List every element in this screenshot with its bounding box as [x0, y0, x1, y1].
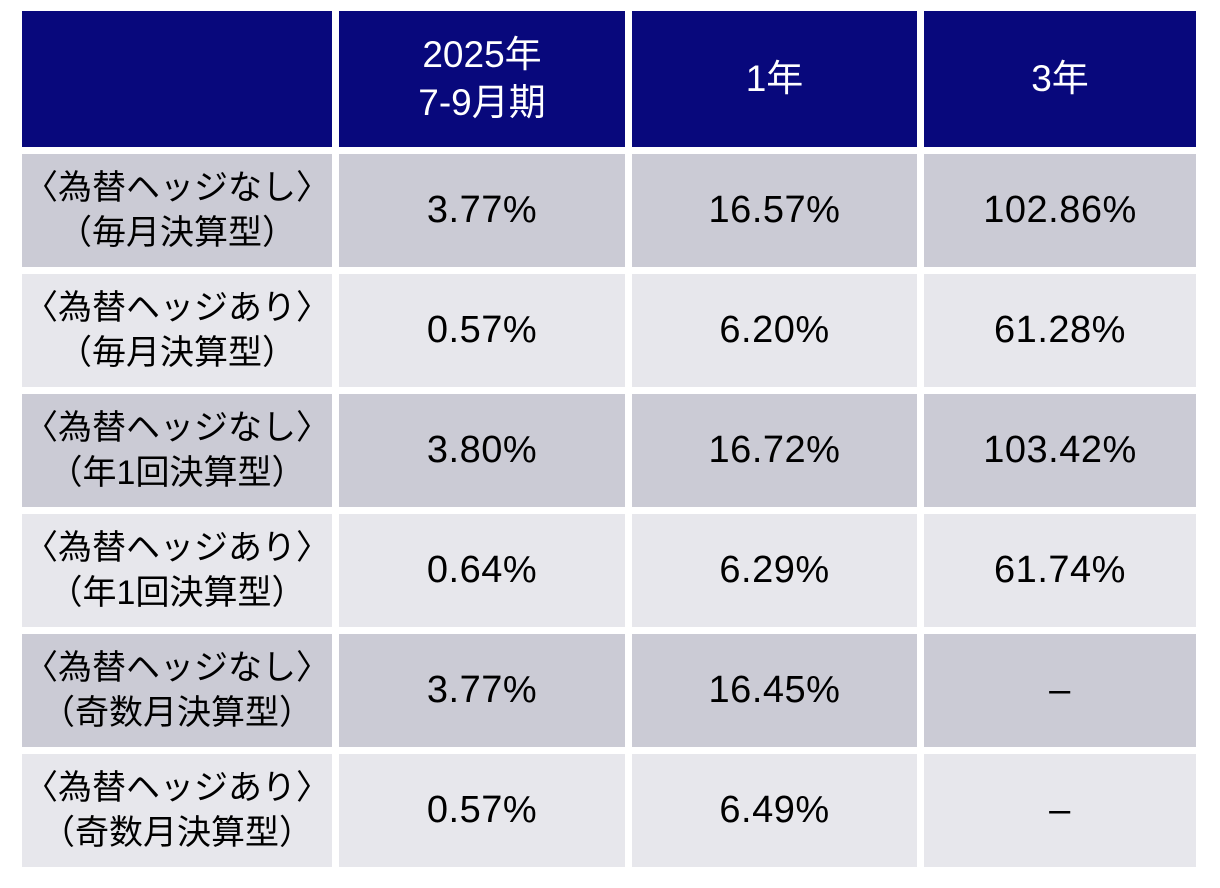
row-label: 〈為替ヘッジあり〉 （年1回決算型）: [22, 514, 332, 627]
table-row-hedge-yes-monthly: 〈為替ヘッジあり〉 （毎月決算型） 0.57% 6.20% 61.28%: [22, 274, 1196, 387]
value-3year: 61.74%: [924, 514, 1196, 627]
value-period: 0.57%: [339, 274, 625, 387]
value-1year: 16.72%: [632, 394, 917, 507]
header-row: 2025年 7-9月期 1年 3年: [22, 11, 1196, 147]
table-row-hedge-none-monthly: 〈為替ヘッジなし〉 （毎月決算型） 3.77% 16.57% 102.86%: [22, 154, 1196, 267]
value-1year: 6.29%: [632, 514, 917, 627]
value-1year: 16.57%: [632, 154, 917, 267]
row-label: 〈為替ヘッジあり〉 （毎月決算型）: [22, 274, 332, 387]
row-label: 〈為替ヘッジなし〉 （毎月決算型）: [22, 154, 332, 267]
value-period: 3.77%: [339, 154, 625, 267]
value-period: 0.57%: [339, 754, 625, 867]
value-period: 3.77%: [339, 634, 625, 747]
fund-performance-table: 2025年 7-9月期 1年 3年 〈為替ヘッジなし〉 （毎月決算型） 3.77…: [15, 4, 1203, 874]
header-3year-cell: 3年: [924, 11, 1196, 147]
table-row-hedge-none-annual: 〈為替ヘッジなし〉 （年1回決算型） 3.80% 16.72% 103.42%: [22, 394, 1196, 507]
value-3year: 61.28%: [924, 274, 1196, 387]
table-row-hedge-yes-oddmonth: 〈為替ヘッジあり〉 （奇数月決算型） 0.57% 6.49% –: [22, 754, 1196, 867]
value-period: 0.64%: [339, 514, 625, 627]
value-1year: 6.49%: [632, 754, 917, 867]
table-row-hedge-yes-annual: 〈為替ヘッジあり〉 （年1回決算型） 0.64% 6.29% 61.74%: [22, 514, 1196, 627]
header-corner-cell: [22, 11, 332, 147]
value-period: 3.80%: [339, 394, 625, 507]
value-3year: 103.42%: [924, 394, 1196, 507]
value-1year: 16.45%: [632, 634, 917, 747]
row-label: 〈為替ヘッジなし〉 （年1回決算型）: [22, 394, 332, 507]
value-3year: –: [924, 634, 1196, 747]
value-3year: 102.86%: [924, 154, 1196, 267]
header-period-cell: 2025年 7-9月期: [339, 11, 625, 147]
row-label: 〈為替ヘッジなし〉 （奇数月決算型）: [22, 634, 332, 747]
row-label: 〈為替ヘッジあり〉 （奇数月決算型）: [22, 754, 332, 867]
header-1year-cell: 1年: [632, 11, 917, 147]
value-1year: 6.20%: [632, 274, 917, 387]
value-3year: –: [924, 754, 1196, 867]
table-row-hedge-none-oddmonth: 〈為替ヘッジなし〉 （奇数月決算型） 3.77% 16.45% –: [22, 634, 1196, 747]
